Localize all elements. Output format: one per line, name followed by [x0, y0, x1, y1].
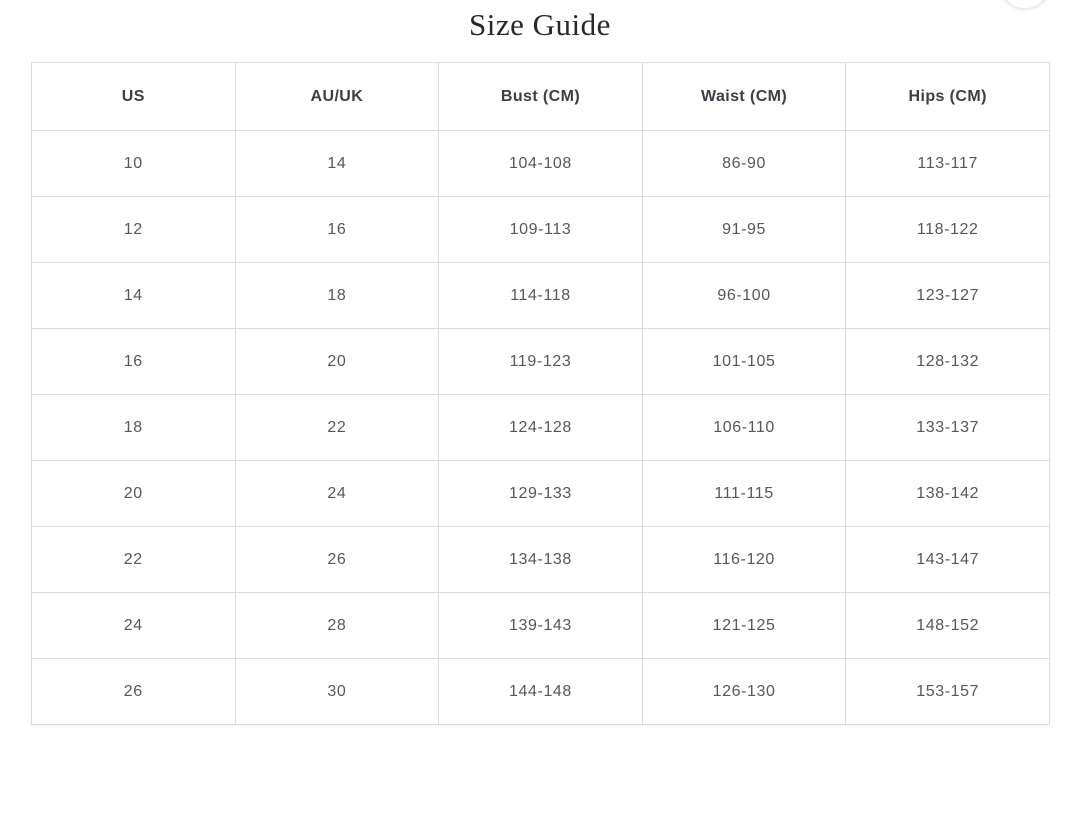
- table-cell: 129-133: [438, 460, 643, 527]
- table-row: 22 26 134-138 116-120 143-147: [31, 526, 1050, 593]
- table-cell: 138-142: [845, 460, 1050, 527]
- table-cell: 22: [31, 526, 236, 593]
- table-cell: 111-115: [641, 460, 847, 527]
- table-cell: 18: [234, 262, 440, 329]
- table-cell: 148-152: [845, 592, 1050, 659]
- table-row: 16 20 119-123 101-105 128-132: [31, 328, 1050, 395]
- header-row: US AU/UK Bust (CM) Waist (CM) Hips (CM): [31, 62, 1050, 131]
- table-cell: 121-125: [641, 592, 847, 659]
- table-body: 10 14 104-108 86-90 113-117 12 16 109-11…: [31, 130, 1050, 725]
- table-cell: 26: [234, 526, 440, 593]
- column-header-us: US: [31, 62, 236, 131]
- table-cell: 20: [31, 460, 236, 527]
- table-cell: 30: [234, 658, 440, 725]
- table-cell: 91-95: [641, 196, 847, 263]
- page-title: Size Guide: [469, 7, 611, 42]
- table-cell: 134-138: [438, 526, 643, 593]
- size-guide-table: US AU/UK Bust (CM) Waist (CM) Hips (CM) …: [31, 62, 1050, 725]
- table-header: US AU/UK Bust (CM) Waist (CM) Hips (CM): [31, 62, 1050, 131]
- table-cell: 118-122: [845, 196, 1050, 263]
- table-cell: 86-90: [641, 130, 847, 197]
- table-cell: 14: [31, 262, 236, 329]
- table-cell: 16: [234, 196, 440, 263]
- table-cell: 24: [31, 592, 236, 659]
- column-header-waist: Waist (CM): [641, 62, 847, 131]
- table-cell: 18: [31, 394, 236, 461]
- table-cell: 139-143: [438, 592, 643, 659]
- table-cell: 143-147: [845, 526, 1050, 593]
- table-cell: 126-130: [641, 658, 847, 725]
- table-cell: 20: [234, 328, 440, 395]
- table-cell: 28: [234, 592, 440, 659]
- table-cell: 12: [31, 196, 236, 263]
- table-cell: 124-128: [438, 394, 643, 461]
- table-cell: 101-105: [641, 328, 847, 395]
- table-row: 26 30 144-148 126-130 153-157: [31, 658, 1050, 725]
- table-cell: 96-100: [641, 262, 847, 329]
- table-row: 24 28 139-143 121-125 148-152: [31, 592, 1050, 659]
- table-cell: 144-148: [438, 658, 643, 725]
- column-header-hips: Hips (CM): [845, 62, 1050, 131]
- table-cell: 109-113: [438, 196, 643, 263]
- table-cell: 106-110: [641, 394, 847, 461]
- table-row: 12 16 109-113 91-95 118-122: [31, 196, 1050, 263]
- table-cell: 14: [234, 130, 440, 197]
- table-cell: 10: [31, 130, 236, 197]
- table-cell: 123-127: [845, 262, 1050, 329]
- table-cell: 133-137: [845, 394, 1050, 461]
- table-cell: 153-157: [845, 658, 1050, 725]
- table-cell: 22: [234, 394, 440, 461]
- table-cell: 113-117: [845, 130, 1050, 197]
- table-row: 18 22 124-128 106-110 133-137: [31, 394, 1050, 461]
- table-cell: 24: [234, 460, 440, 527]
- table-row: 10 14 104-108 86-90 113-117: [31, 130, 1050, 197]
- table-cell: 104-108: [438, 130, 643, 197]
- table-cell: 26: [31, 658, 236, 725]
- table-row: 20 24 129-133 111-115 138-142: [31, 460, 1050, 527]
- table-cell: 116-120: [641, 526, 847, 593]
- table-cell: 128-132: [845, 328, 1050, 395]
- table-row: 14 18 114-118 96-100 123-127: [31, 262, 1050, 329]
- table-cell: 16: [31, 328, 236, 395]
- column-header-au-uk: AU/UK: [234, 62, 440, 131]
- column-header-bust: Bust (CM): [438, 62, 643, 131]
- table-cell: 119-123: [438, 328, 643, 395]
- table-cell: 114-118: [438, 262, 643, 329]
